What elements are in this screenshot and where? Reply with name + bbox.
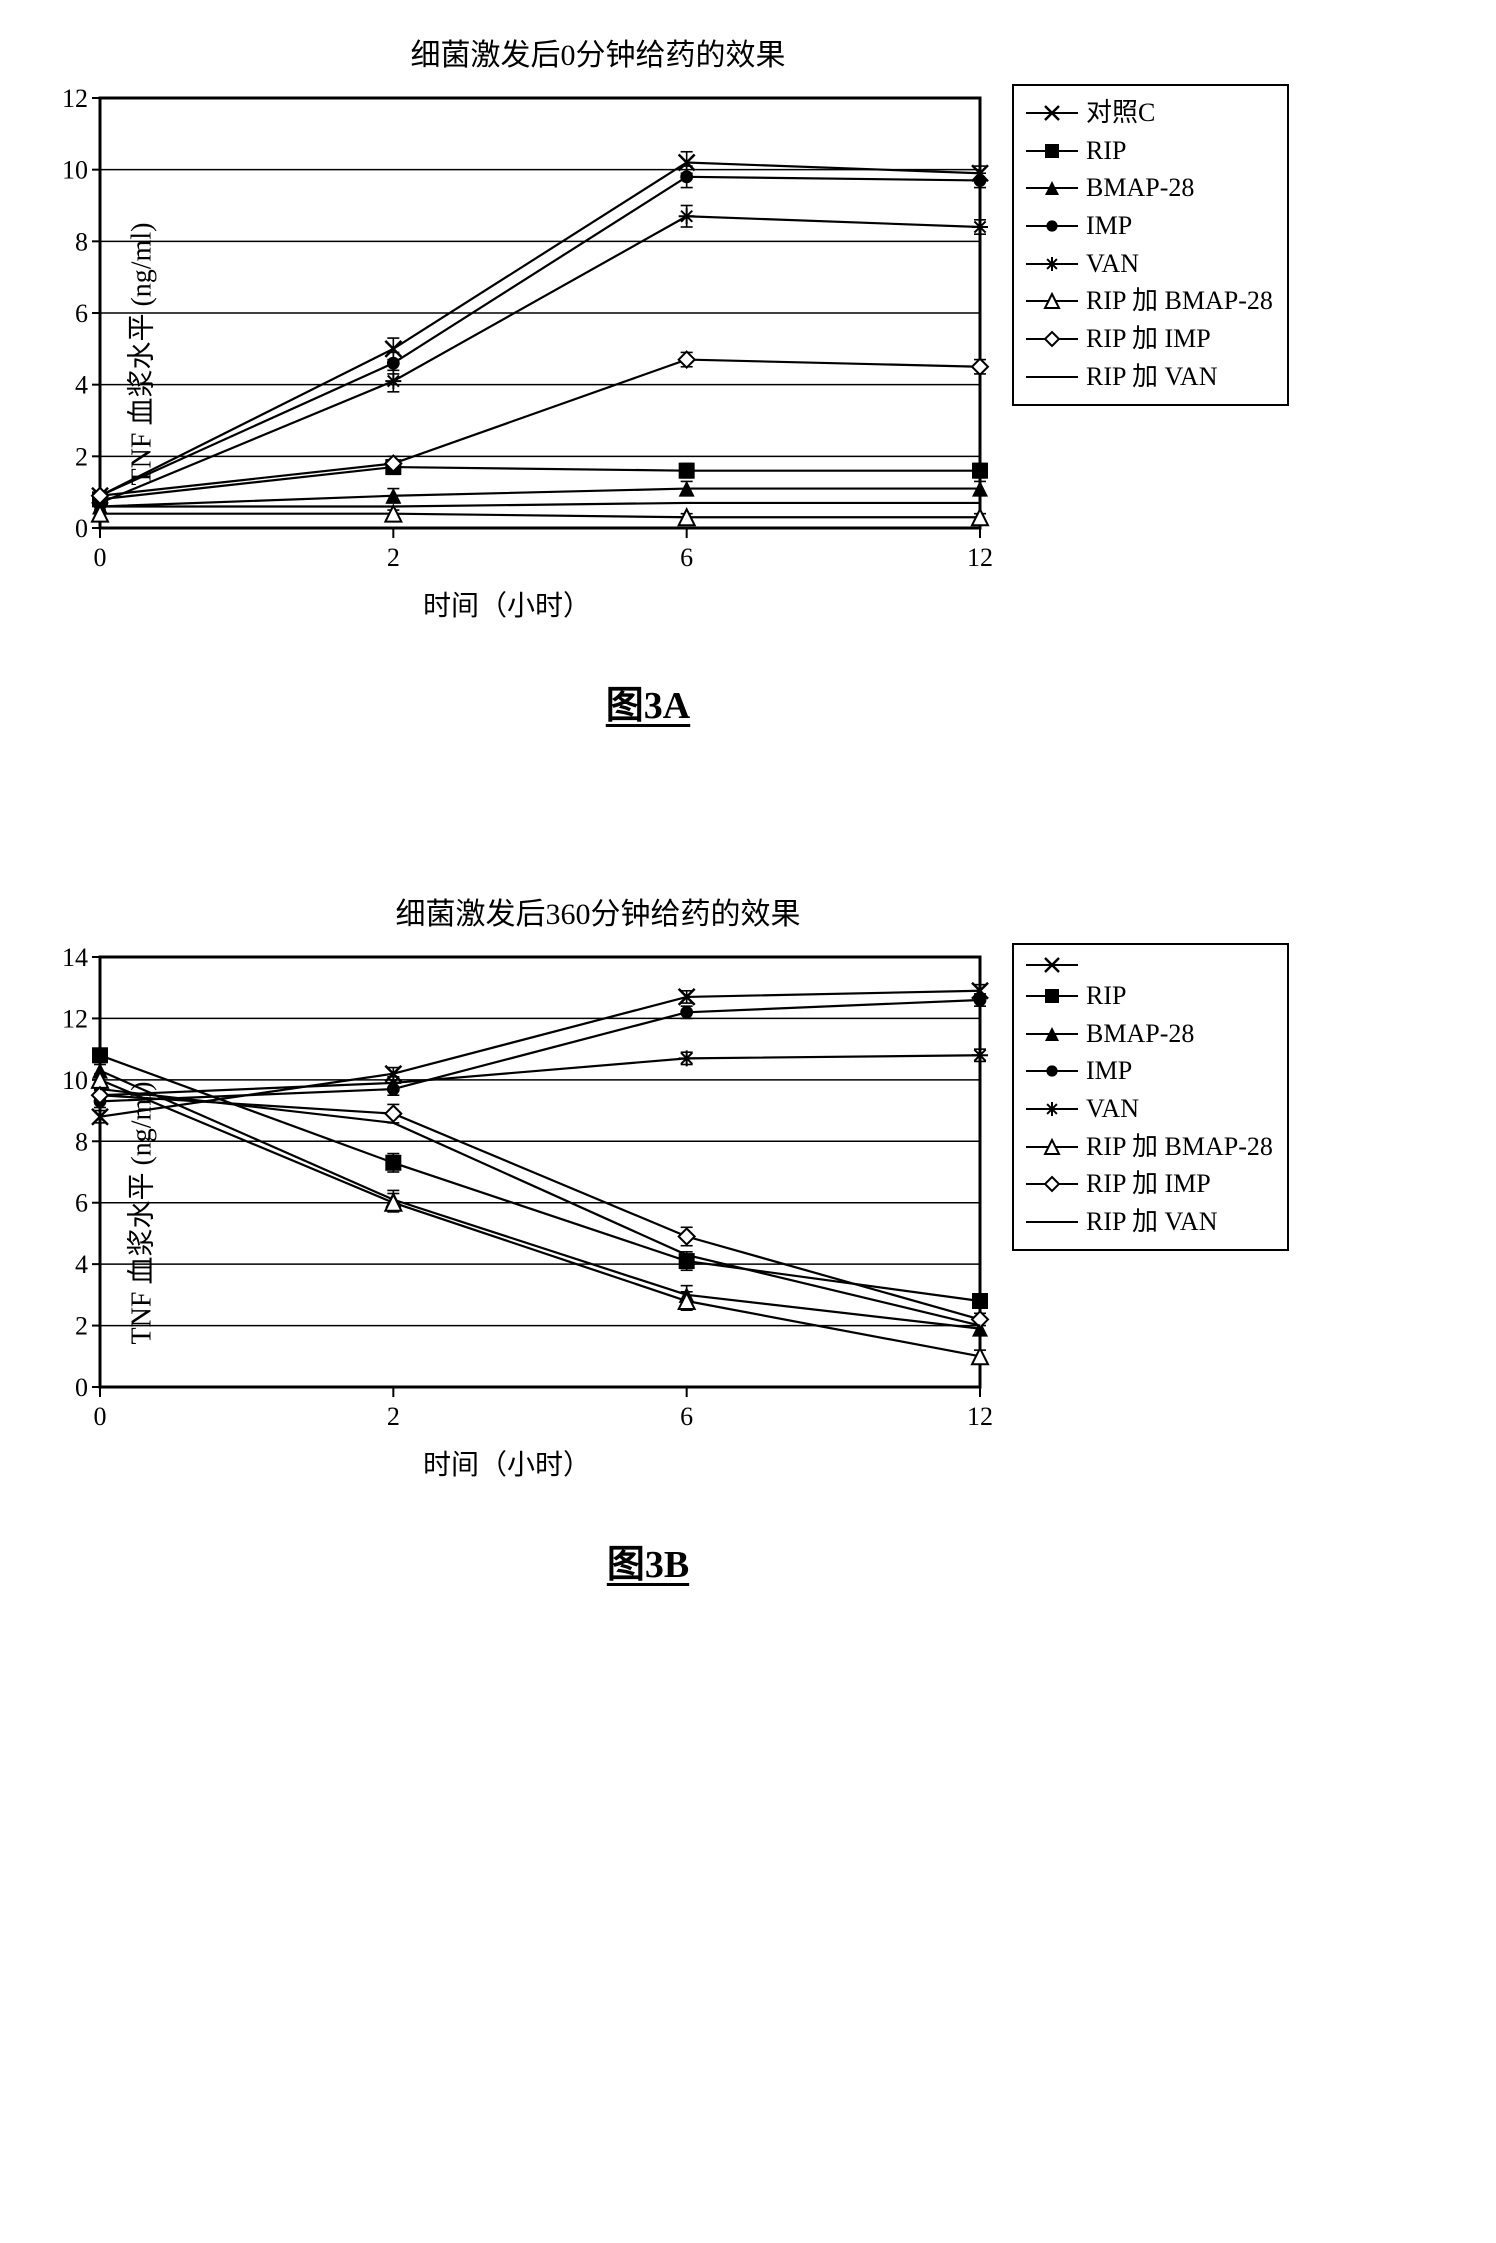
legend-marker-icon xyxy=(1024,139,1080,163)
legend-label: VAN xyxy=(1086,245,1139,283)
svg-text:8: 8 xyxy=(75,1127,88,1156)
figure-label-3a: 图3A xyxy=(0,674,1476,729)
ylabel-3a: TNF 血浆水平 (ng/ml) xyxy=(119,223,159,486)
figure-label-3b: 图3B xyxy=(0,1533,1476,1588)
legend-marker-icon xyxy=(1024,327,1080,351)
legend-marker-icon xyxy=(1024,1059,1080,1083)
chart-row-3b: TNF 血浆水平 (ng/ml) 0 2 4 6 8 10 12 14 0 2 6 12 时间（小时）… xyxy=(20,943,1476,1483)
svg-text:2: 2 xyxy=(387,543,400,572)
legend-label: RIP 加 VAN xyxy=(1086,1203,1217,1241)
svg-text:6: 6 xyxy=(75,299,88,328)
svg-text:6: 6 xyxy=(680,543,693,572)
legend-item: BMAP-28 xyxy=(1024,1015,1273,1053)
legend-item: IMP xyxy=(1024,207,1273,245)
legend-item: RIP 加 VAN xyxy=(1024,358,1273,396)
legend-item: RIP 加 IMP xyxy=(1024,1165,1273,1203)
svg-text:14: 14 xyxy=(62,943,88,972)
legend-3b: RIPBMAP-28IMPVANRIP 加 BMAP-28RIP 加 IMPRI… xyxy=(1012,943,1289,1251)
legend-label: RIP 加 VAN xyxy=(1086,358,1217,396)
legend-label: RIP 加 IMP xyxy=(1086,1165,1211,1203)
svg-text:4: 4 xyxy=(75,1250,88,1279)
legend-marker-icon xyxy=(1024,252,1080,276)
legend-item: RIP 加 IMP xyxy=(1024,320,1273,358)
legend-label: IMP xyxy=(1086,1052,1132,1090)
legend-item: VAN xyxy=(1024,245,1273,283)
legend-label: RIP 加 IMP xyxy=(1086,320,1211,358)
ylabel-3b: TNF 血浆水平 (ng/ml) xyxy=(119,1082,159,1345)
svg-text:0: 0 xyxy=(94,543,107,572)
legend-item: IMP xyxy=(1024,1052,1273,1090)
legend-item: RIP 加 BMAP-28 xyxy=(1024,1128,1273,1166)
svg-text:8: 8 xyxy=(75,227,88,256)
legend-item: RIP xyxy=(1024,977,1273,1015)
chart-area-3b: TNF 血浆水平 (ng/ml) 0 2 4 6 8 10 12 14 0 2 6 12 时间（小时） xyxy=(20,943,994,1483)
svg-text:0: 0 xyxy=(75,1373,88,1402)
legend-label: RIP 加 BMAP-28 xyxy=(1086,1128,1273,1166)
legend-marker-icon xyxy=(1024,1135,1080,1159)
legend-item: RIP 加 BMAP-28 xyxy=(1024,282,1273,320)
legend-marker-icon xyxy=(1024,289,1080,313)
legend-item: VAN xyxy=(1024,1090,1273,1128)
svg-text:2: 2 xyxy=(75,1312,88,1341)
svg-text:12: 12 xyxy=(62,84,88,113)
legend-label: RIP 加 BMAP-28 xyxy=(1086,282,1273,320)
figure-3b: 细菌激发后360分钟给药的效果 TNF 血浆水平 (ng/ml) 0246810… xyxy=(20,889,1476,1588)
legend-marker-icon xyxy=(1024,1022,1080,1046)
legend-label: BMAP-28 xyxy=(1086,169,1194,207)
chart-area-3a: TNF 血浆水平 (ng/ml) 0 2 4 6 8 10 12 0 2 6 12 时间（小时） xyxy=(20,84,994,624)
legend-label: BMAP-28 xyxy=(1086,1015,1194,1053)
legend-label: IMP xyxy=(1086,207,1132,245)
svg-text:10: 10 xyxy=(62,156,88,185)
svg-text:10: 10 xyxy=(62,1066,88,1095)
xlabel-3a: 时间（小时） xyxy=(20,584,994,624)
legend-item: BMAP-28 xyxy=(1024,169,1273,207)
legend-label: RIP xyxy=(1086,132,1126,170)
svg-text:6: 6 xyxy=(680,1402,693,1431)
legend-label: 对照C xyxy=(1086,94,1155,132)
legend-marker-icon xyxy=(1024,101,1080,125)
legend-marker-icon xyxy=(1024,953,1080,977)
svg-text:2: 2 xyxy=(387,1402,400,1431)
svg-text:0: 0 xyxy=(75,514,88,543)
legend-label: VAN xyxy=(1086,1090,1139,1128)
svg-text:0: 0 xyxy=(94,1402,107,1431)
legend-marker-icon xyxy=(1024,176,1080,200)
svg-text:2: 2 xyxy=(75,442,88,471)
legend-item xyxy=(1024,953,1273,977)
figure-3a: 细菌激发后0分钟给药的效果 TNF 血浆水平 (ng/ml) 024681012… xyxy=(20,30,1476,729)
chart-svg-3a: 0 2 4 6 8 10 12 0 2 6 12 xyxy=(20,84,994,578)
svg-text:6: 6 xyxy=(75,1189,88,1218)
legend-item: RIP 加 VAN xyxy=(1024,1203,1273,1241)
svg-text:12: 12 xyxy=(967,543,993,572)
legend-marker-icon xyxy=(1024,1210,1080,1234)
legend-marker-icon xyxy=(1024,214,1080,238)
chart-row-3a: TNF 血浆水平 (ng/ml) 0 2 4 6 8 10 12 0 2 6 12 时间（小时） 对… xyxy=(20,84,1476,624)
svg-text:12: 12 xyxy=(967,1402,993,1431)
legend-marker-icon xyxy=(1024,1172,1080,1196)
legend-marker-icon xyxy=(1024,984,1080,1008)
chart-title-3a: 细菌激发后0分钟给药的效果 xyxy=(0,30,1476,74)
legend-3a: 对照CRIPBMAP-28IMPVANRIP 加 BMAP-28RIP 加 IM… xyxy=(1012,84,1289,406)
chart-title-3b: 细菌激发后360分钟给药的效果 xyxy=(0,889,1476,933)
svg-text:12: 12 xyxy=(62,1004,88,1033)
legend-item: 对照C xyxy=(1024,94,1273,132)
legend-marker-icon xyxy=(1024,365,1080,389)
svg-text:4: 4 xyxy=(75,371,88,400)
legend-marker-icon xyxy=(1024,1097,1080,1121)
legend-item: RIP xyxy=(1024,132,1273,170)
legend-label: RIP xyxy=(1086,977,1126,1015)
chart-svg-3b: 0 2 4 6 8 10 12 14 0 2 6 12 xyxy=(20,943,994,1437)
xlabel-3b: 时间（小时） xyxy=(20,1443,994,1483)
